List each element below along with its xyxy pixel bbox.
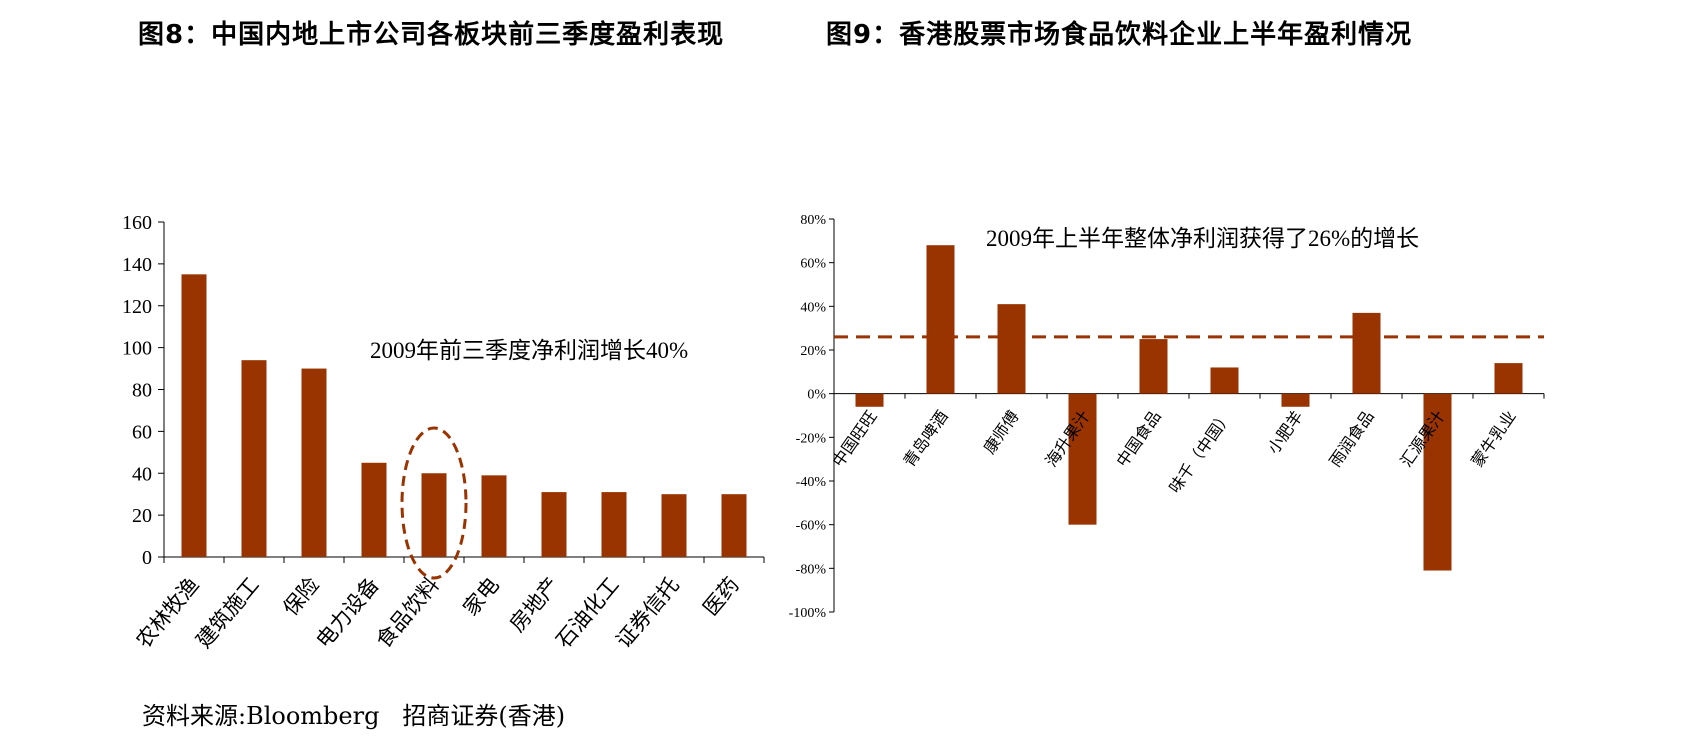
y-tick-label: 0: [142, 547, 152, 569]
y-tick-label: 160: [122, 212, 152, 234]
y-tick-label: 60%: [800, 257, 826, 272]
y-tick-label: 40%: [800, 300, 826, 315]
y-tick-label: 80: [132, 380, 152, 402]
x-tick-label: 中国旺旺: [829, 408, 880, 471]
y-tick-label: 80%: [800, 213, 826, 228]
y-tick-label: 40: [132, 463, 152, 485]
bar-6: [481, 475, 507, 557]
x-tick-label: 味千（中国）: [1166, 408, 1236, 497]
bar-1: [855, 393, 884, 407]
bar-7: [1281, 393, 1310, 407]
bar-4: [1068, 393, 1097, 525]
y-tick-label: 120: [122, 296, 152, 318]
x-tick-label: 雨润食品: [1326, 408, 1377, 471]
bar-9: [661, 494, 687, 557]
y-tick-label: -60%: [796, 519, 827, 534]
bar-6: [1210, 367, 1239, 394]
y-tick-label: 20%: [800, 344, 826, 359]
y-tick-label: -40%: [796, 475, 827, 490]
bar-10: [1494, 363, 1523, 394]
bar-1: [181, 274, 207, 557]
bar-8: [1352, 312, 1381, 394]
chart-annotation: 2009年前三季度净利润增长40%: [370, 338, 688, 363]
y-tick-label: 20: [132, 505, 152, 527]
y-tick-label: -80%: [796, 562, 827, 577]
bar-8: [601, 492, 627, 557]
x-tick-label: 青岛啤酒: [900, 408, 951, 471]
left-chart-title: 图8：中国内地上市公司各板块前三季度盈利表现: [138, 20, 725, 50]
bar-3: [301, 368, 327, 557]
y-tick-label: 100: [122, 338, 152, 360]
bar-2: [241, 360, 267, 557]
x-tick-label: 小肥羊: [1264, 408, 1306, 458]
highlight-circle: [400, 426, 468, 580]
right-chart-title: 图9：香港股票市场食品饮料企业上半年盈利情况: [826, 20, 1413, 50]
y-tick-label: -100%: [789, 606, 827, 621]
y-tick-label: -20%: [796, 431, 827, 446]
chart-annotation: 2009年上半年整体净利润获得了26%的增长: [986, 226, 1419, 251]
bar-5: [1139, 339, 1168, 394]
bar-7: [541, 492, 567, 557]
bar-2: [926, 245, 955, 394]
x-tick-label: 中国食品: [1113, 408, 1164, 471]
bar-3: [997, 304, 1026, 394]
y-tick-label: 0%: [807, 388, 826, 403]
y-tick-label: 60: [132, 421, 152, 443]
bar-5: [421, 473, 447, 557]
bar-9: [1423, 393, 1452, 571]
bar-10: [721, 494, 747, 557]
y-tick-label: 140: [122, 254, 152, 276]
x-tick-label: 蒙牛乳业: [1468, 408, 1519, 471]
bar-4: [361, 462, 387, 557]
source-note: 资料来源:Bloomberg 招商证券(香港): [142, 702, 566, 730]
x-tick-label: 康师傅: [980, 408, 1022, 458]
